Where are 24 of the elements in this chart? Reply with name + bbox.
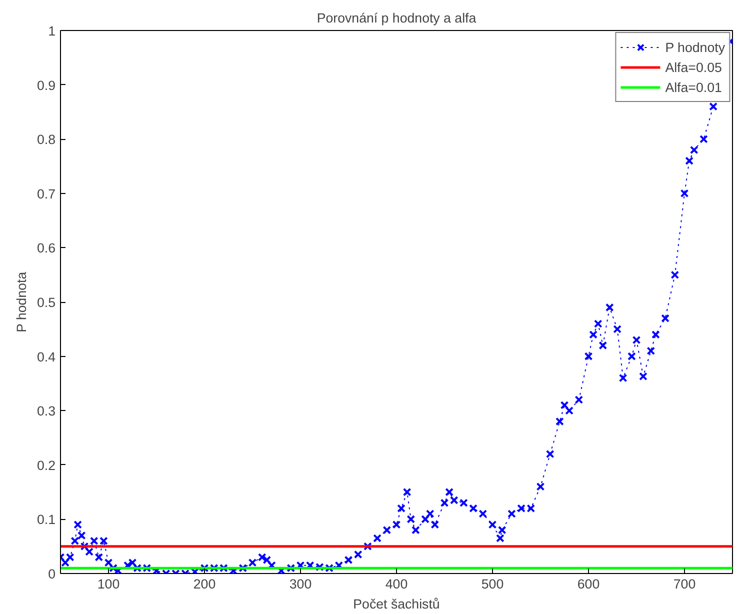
y-tick-label: 1 — [48, 24, 56, 38]
y-tick-label: 0.2 — [36, 458, 56, 473]
y-tick-label: 0.4 — [36, 349, 56, 364]
y-tick-label: 0.7 — [36, 186, 56, 202]
y-tick-label: 0.9 — [36, 78, 56, 93]
legend-label: Alfa=0.05 — [665, 60, 722, 74]
x-tick-label: 200 — [193, 576, 216, 592]
x-tick-label: 300 — [289, 576, 312, 592]
y-tick-label: 0 — [48, 566, 56, 582]
x-tick-label: 600 — [577, 576, 600, 592]
y-tick-label: 0.8 — [36, 132, 56, 148]
y-axis-title: P hodnota — [14, 271, 29, 332]
y-tick-label: 0.6 — [36, 240, 56, 256]
x-tick-label: 400 — [385, 576, 408, 592]
y-tick-label: 0.3 — [36, 404, 56, 419]
x-axis-title: Počet šachistů — [353, 596, 440, 612]
chart-title: Porovnání p hodnoty a alfa — [316, 10, 477, 26]
legend-label: P hodnoty — [665, 40, 725, 54]
y-tick-label: 0.1 — [36, 512, 56, 528]
x-tick-label: 100 — [97, 576, 120, 592]
x-tick-label: 500 — [481, 576, 504, 592]
legend-label: Alfa=0.01 — [665, 80, 722, 94]
x-tick-label: 700 — [673, 576, 696, 592]
y-tick-label: 0.5 — [36, 295, 56, 310]
